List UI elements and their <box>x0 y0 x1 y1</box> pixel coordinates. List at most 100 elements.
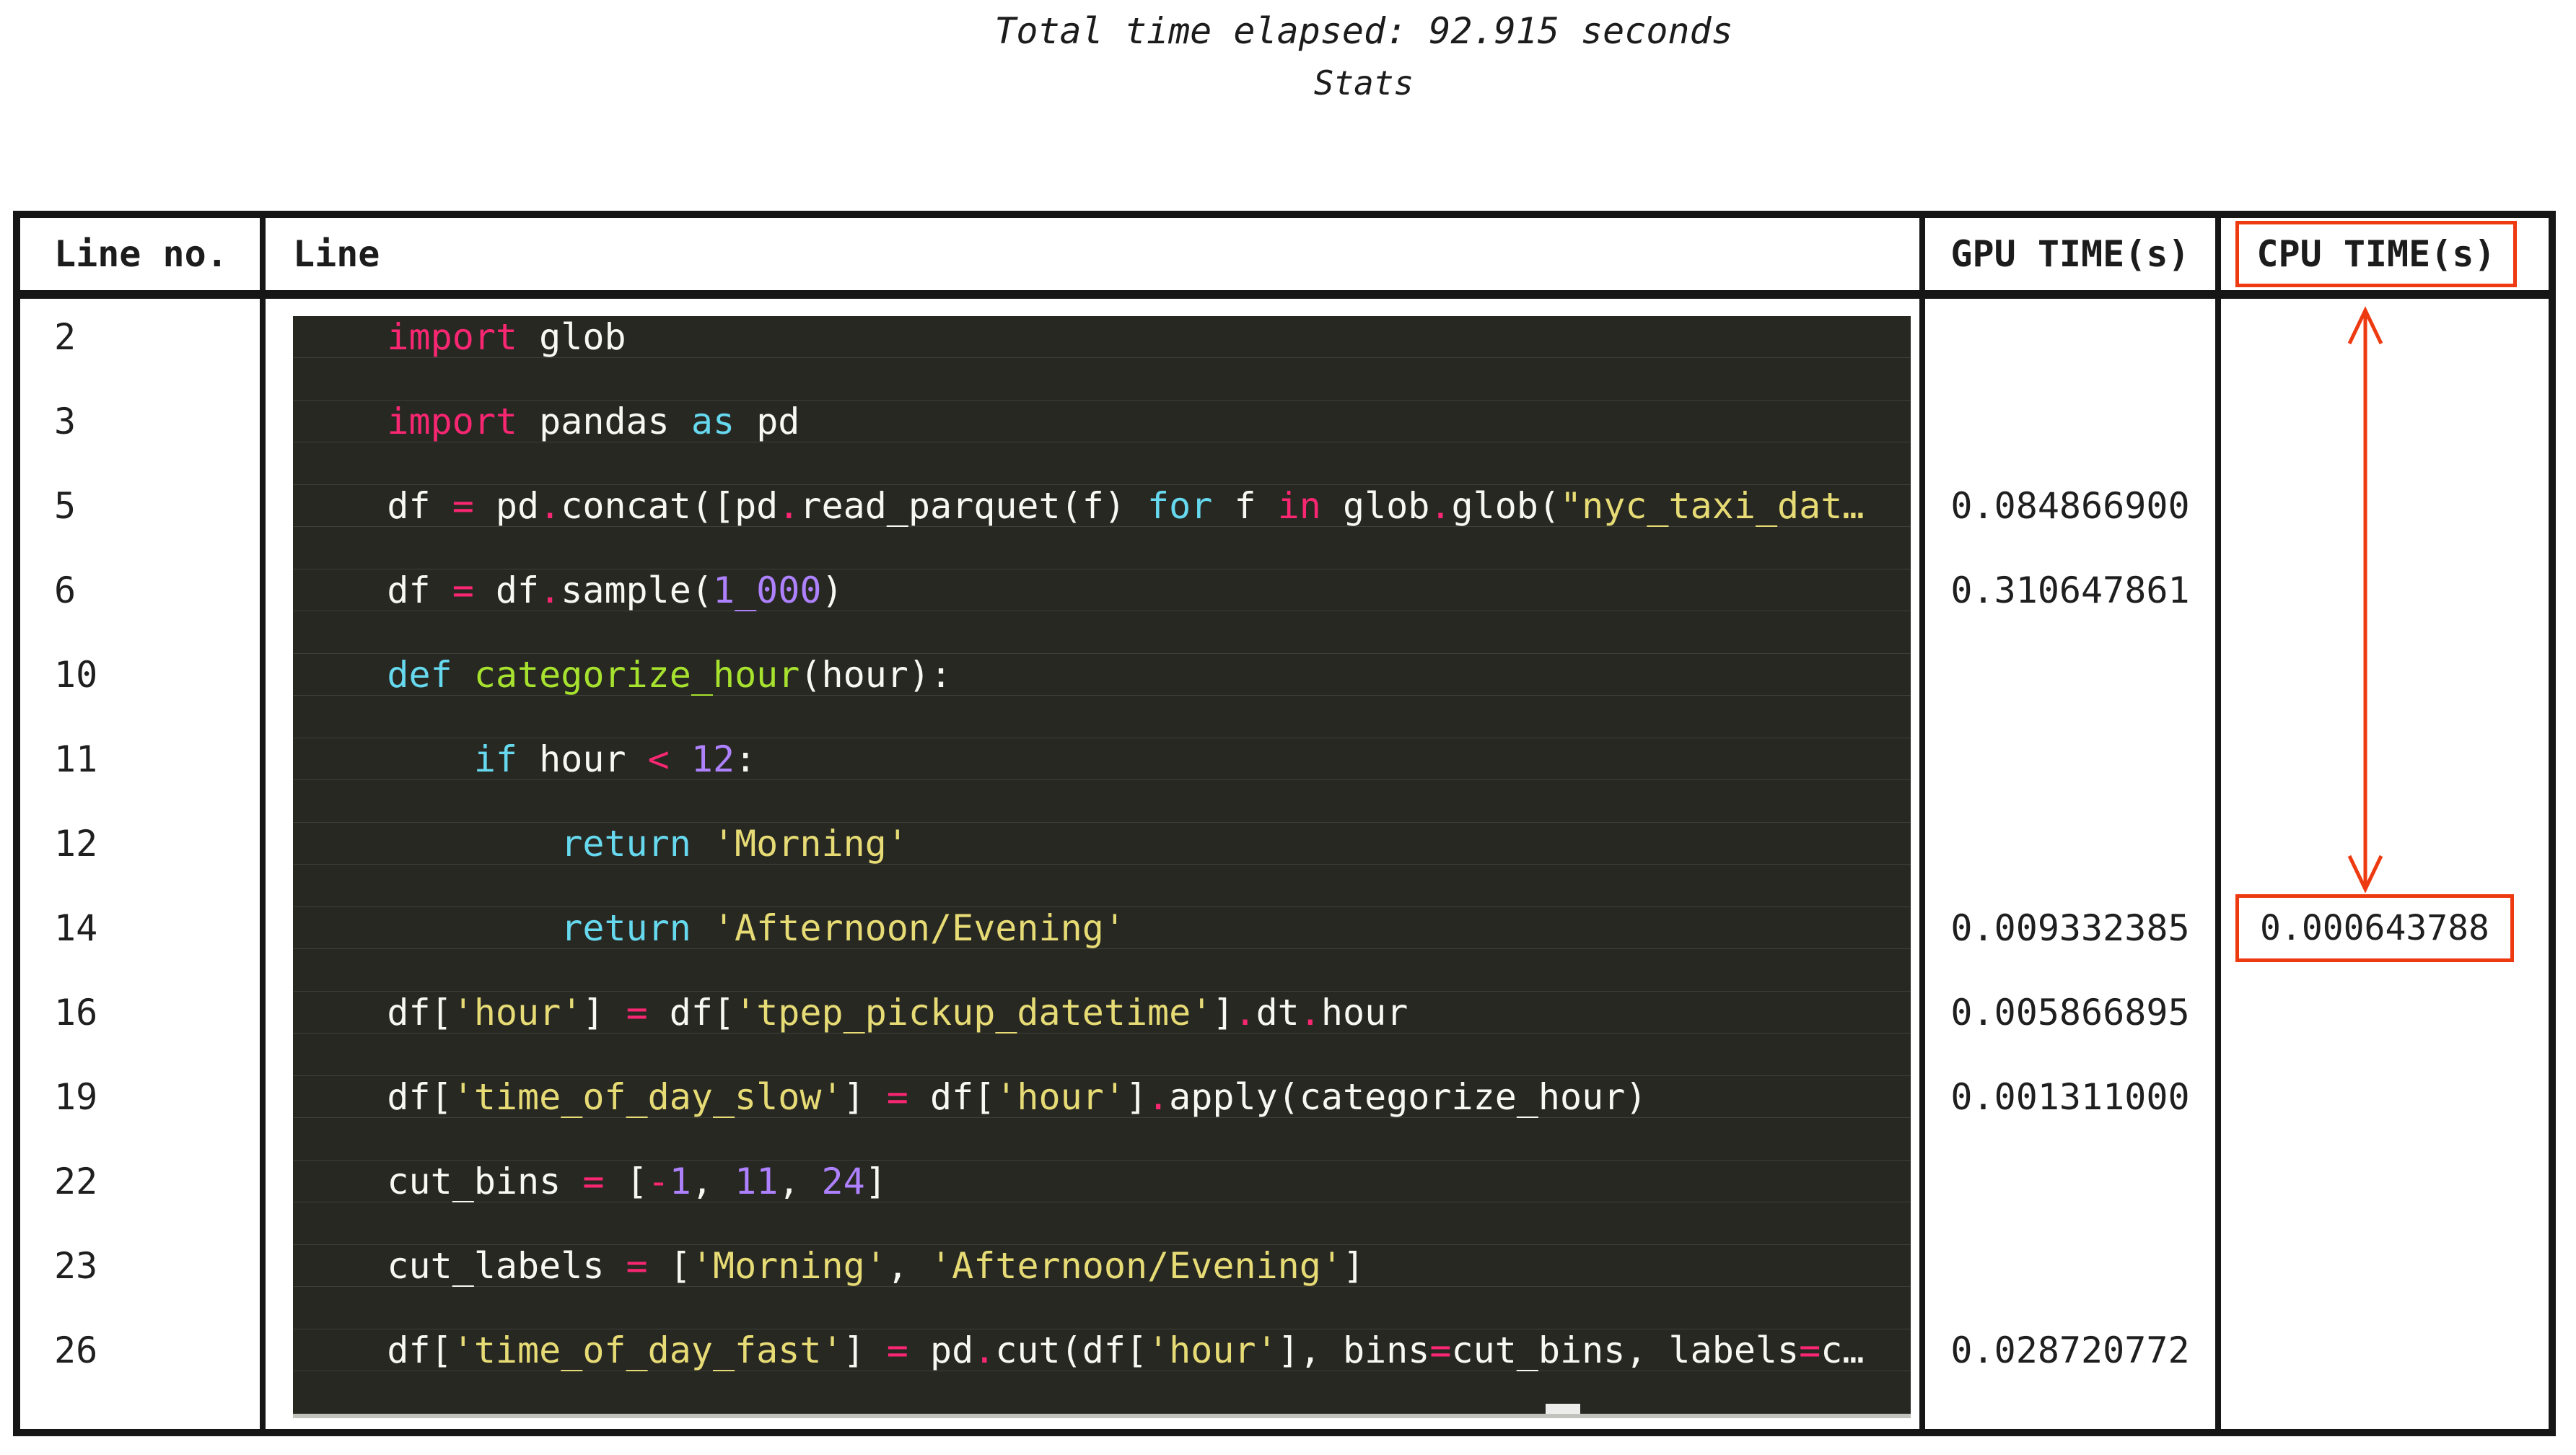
line-number: 14 <box>54 907 98 949</box>
code-token-plain <box>300 401 387 442</box>
code-token-plain: df[ <box>300 1329 452 1371</box>
code-token-plain: df <box>300 569 452 611</box>
code-token-plain: sample( <box>561 569 713 611</box>
line-number: 12 <box>54 823 98 865</box>
line-number-row: 19 <box>20 1076 260 1161</box>
gpu-time-value-row <box>1925 1161 2215 1245</box>
code-row-gap <box>293 865 1911 907</box>
gpu-time-value-row <box>1925 654 2215 738</box>
code-row-gap <box>293 1371 1911 1414</box>
code-row-gap <box>293 1287 1911 1329</box>
code-token-plain: : <box>735 738 757 780</box>
code-token-plain: pd <box>908 1329 974 1371</box>
code-token-plain <box>300 907 561 949</box>
gpu-time-value <box>1925 738 2215 780</box>
line-number: 10 <box>54 654 98 696</box>
gpu-time-value: 0.005866895 <box>1950 992 2190 1034</box>
code-row-gap <box>293 1202 1911 1245</box>
code-token-plain: pd <box>735 400 800 442</box>
code-token-builtin: return <box>561 906 691 949</box>
code-row-gap <box>293 780 1911 823</box>
code-line: return 'Morning' <box>293 823 1911 865</box>
code-token-plain <box>670 738 691 780</box>
line-number: 5 <box>54 485 76 527</box>
code-row: cut_labels = ['Morning', 'Afternoon/Even… <box>293 1245 1911 1329</box>
code-row-gap <box>293 442 1911 485</box>
gpu-time-value: 0.028720772 <box>1950 1329 2190 1371</box>
header-line-label: Line <box>293 233 380 275</box>
code-token-builtin: as <box>691 400 735 442</box>
total-time-title: Total time elapsed: 92.915 seconds <box>994 10 1733 52</box>
code-line: df = pd. concat([pd. read_parquet(f) for f… <box>293 485 1911 527</box>
code-token-plain <box>300 823 561 865</box>
code-token-keyword: - <box>647 1160 670 1202</box>
code-token-plain: c… <box>1821 1329 1865 1371</box>
gpu-time-value <box>1925 1245 2215 1287</box>
code-token-string: 'hour' <box>1147 1329 1278 1371</box>
code-token-plain: ] <box>843 1075 887 1118</box>
gpu-time-value <box>1925 401 2215 442</box>
code-row-gap <box>293 611 1911 654</box>
line-number-row: 2 <box>20 316 260 401</box>
cpu-time-value-box: 0.000643788 <box>2235 894 2514 962</box>
code-line: cut_labels = ['Morning', 'Afternoon/Even… <box>293 1245 1911 1287</box>
code-line: import glob <box>293 316 1911 358</box>
code-token-string: 'hour' <box>452 991 583 1034</box>
code-row: import glob <box>293 316 1911 401</box>
line-number-row: 11 <box>20 738 260 823</box>
code-token-plain <box>691 907 713 949</box>
code-token-keyword: . <box>1429 484 1452 527</box>
line-number: 19 <box>54 1076 98 1118</box>
code-token-plain: ] <box>1342 1244 1365 1287</box>
code-token-builtin: return <box>561 822 691 865</box>
code-token-number: 1_000 <box>712 569 822 611</box>
code-token-plain: df[ <box>908 1075 996 1118</box>
gpu-time-value-row <box>1925 1245 2215 1329</box>
code-row: df = pd. concat([pd. read_parquet(f) for f… <box>293 485 1911 569</box>
code-token-plain: df[ <box>647 991 735 1034</box>
code-token-builtin: if <box>473 738 518 780</box>
code-token-string: 'Afternoon/Evening' <box>712 906 1126 949</box>
code-token-plain: , <box>886 1244 931 1287</box>
code-line: df['time_of_day_fast'] = pd. cut(df['hour… <box>293 1329 1911 1371</box>
code-token-plain: (hour): <box>799 653 952 696</box>
table-header-row: Line no. Line GPU TIME(s) CPU TIME(s) <box>20 218 2549 299</box>
code-token-plain: f <box>1212 484 1278 527</box>
code-token-keyword: = <box>626 991 648 1034</box>
code-row: if hour < 12: <box>293 738 1911 823</box>
code-token-keyword: . <box>1234 991 1256 1034</box>
code-token-keyword: import <box>387 315 518 358</box>
line-number-row: 10 <box>20 654 260 738</box>
gpu-time-value-row: 0.009332385 <box>1925 907 2215 992</box>
code-token-keyword: . <box>1147 1075 1170 1118</box>
code-token-plain: ] <box>582 991 626 1034</box>
code-token-plain: df <box>473 569 540 611</box>
code-line: cut_bins = [-1, 11, 24] <box>293 1161 1911 1202</box>
code-row: return 'Afternoon/Evening' <box>293 907 1911 992</box>
code-row: df['hour'] = df['tpep_pickup_datetime'].… <box>293 992 1911 1076</box>
code-row: df['time_of_day_fast'] = pd. cut(df['hour… <box>293 1329 1911 1414</box>
gpu-time-value-row: 0.084866900 <box>1925 485 2215 569</box>
line-number-row: 16 <box>20 992 260 1076</box>
code-token-string: 'tpep_pickup_datetime' <box>735 991 1213 1034</box>
gpu-time-value-row <box>1925 401 2215 485</box>
code-token-plain: glob <box>517 315 626 358</box>
code-row-gap <box>293 1034 1911 1076</box>
code-token-function: categorize_hour <box>473 653 800 696</box>
code-token-string: 'Afternoon/Evening' <box>930 1244 1343 1287</box>
code-token-plain: apply(categorize_hour) <box>1169 1075 1647 1118</box>
code-row-gap <box>293 358 1911 401</box>
code-token-plain: ) <box>821 569 844 611</box>
table-body: 2 3 5 6 10 11 12 14 16 19 22 23 26 import glob impor… <box>20 299 2549 1429</box>
code-token-builtin: for <box>1147 484 1213 527</box>
header-cpu-time: CPU TIME(s) <box>2221 218 2531 290</box>
line-number: 23 <box>54 1245 98 1287</box>
code-token-keyword: = <box>452 569 474 611</box>
code-token-plain: hour <box>517 738 648 780</box>
code-token-keyword: = <box>626 1244 648 1287</box>
line-number: 22 <box>54 1161 98 1202</box>
code-line: if hour < 12: <box>293 738 1911 780</box>
code-token-plain <box>300 654 387 696</box>
code-row: def categorize_hour (hour): <box>293 654 1911 738</box>
